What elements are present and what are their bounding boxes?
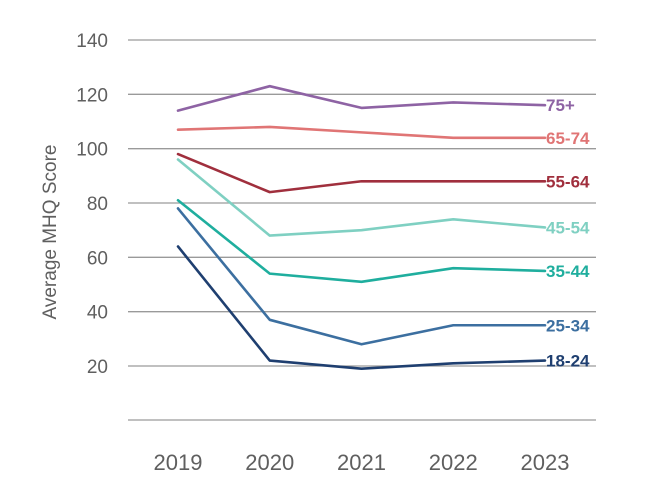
series-line-55-64 (176, 152, 547, 194)
x-axis-ticks: 2019 2020 2021 2022 2023 (154, 450, 570, 475)
series-label-45-54: 45-54 (546, 218, 590, 237)
x-tick-label: 2023 (521, 450, 570, 475)
y-tick-label: 140 (76, 31, 108, 52)
x-tick-label: 2020 (245, 450, 294, 475)
series-label-65-74: 65-74 (546, 129, 590, 148)
series-line-75+ (176, 84, 547, 112)
y-tick-label: 20 (87, 357, 108, 378)
series-label-18-24: 18-24 (546, 352, 590, 371)
series-label-75+: 75+ (546, 96, 575, 115)
y-axis-label: Average MHQ Score (40, 145, 61, 320)
gridlines (128, 39, 596, 421)
series-lines (176, 84, 547, 371)
x-tick-label: 2021 (337, 450, 386, 475)
x-tick-label: 2022 (429, 450, 478, 475)
series-line-18-24 (176, 245, 547, 371)
series-label-25-34: 25-34 (546, 316, 590, 335)
series-label-55-64: 55-64 (546, 172, 590, 191)
series-labels: 75+ 65-74 55-64 45-54 35-44 25-34 18-24 (546, 96, 590, 370)
y-tick-label: 40 (87, 303, 108, 324)
y-axis-ticks: 20 40 60 80 100 120 140 (76, 31, 108, 378)
series-line-25-34 (176, 207, 547, 346)
y-tick-label: 60 (87, 248, 108, 269)
y-tick-label: 80 (87, 194, 108, 215)
series-line-45-54 (176, 158, 547, 237)
series-label-35-44: 35-44 (546, 262, 590, 281)
series-line-35-44 (176, 198, 547, 284)
y-tick-label: 120 (76, 85, 108, 106)
x-tick-label: 2019 (154, 450, 203, 475)
y-tick-label: 100 (76, 140, 108, 161)
